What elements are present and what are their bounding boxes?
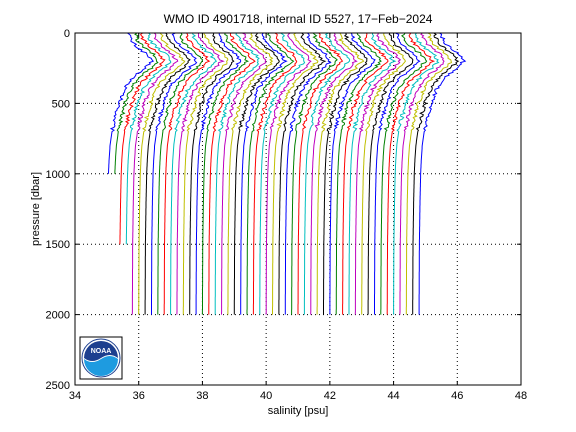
profile-line [316, 32, 365, 315]
profile-line [221, 32, 267, 315]
profile-line [291, 32, 338, 315]
profile-line [119, 32, 166, 245]
profile-line [354, 32, 402, 315]
y-tick-label: 2000 [46, 310, 70, 322]
profile-line [342, 32, 389, 315]
x-tick-label: 48 [515, 390, 527, 402]
profile-line [393, 32, 440, 315]
profile-line [170, 32, 218, 315]
x-tick-label: 42 [324, 390, 336, 402]
profile-line [151, 32, 198, 315]
profile-line [189, 33, 235, 315]
chart-title: WMO ID 4901718, internal ID 5527, 17−Feb… [164, 12, 433, 26]
profile-line [405, 32, 452, 315]
profile-line [114, 32, 159, 174]
y-tick-label: 1000 [46, 169, 70, 181]
profile-line [182, 32, 229, 315]
x-tick-label: 44 [387, 390, 399, 402]
grid-lines [75, 33, 521, 385]
profile-line [348, 33, 397, 315]
profile-line [246, 32, 295, 315]
profile-line [412, 32, 460, 315]
profile-line [335, 32, 382, 315]
plot-frame [74, 32, 522, 386]
profile-line [201, 32, 250, 315]
profile-lines [107, 32, 467, 315]
profile-line [176, 32, 225, 315]
profile-line [214, 32, 260, 315]
profile-line [310, 32, 358, 315]
x-tick-label: 40 [260, 390, 272, 402]
profile-line [374, 32, 421, 315]
x-tick-label: 38 [196, 390, 208, 402]
profile-line [386, 32, 436, 315]
noaa-logo-sky [84, 341, 118, 361]
profile-line [252, 32, 298, 315]
profile-line [284, 32, 332, 315]
profile-line [138, 32, 186, 315]
profile-line [107, 32, 155, 174]
profile-line [233, 32, 280, 315]
profile-line [240, 32, 288, 315]
profile-line [227, 32, 274, 315]
profile-line [278, 32, 327, 315]
profile-line [131, 32, 179, 315]
profile-line [380, 32, 428, 315]
profile-line [195, 32, 242, 315]
profile-line [208, 32, 256, 315]
profile-line [399, 32, 445, 315]
profile-line [297, 32, 344, 315]
x-tick-label: 36 [133, 390, 145, 402]
profile-line [265, 32, 312, 315]
profile-line [367, 32, 414, 315]
profile-line [144, 32, 191, 315]
noaa-logo-text: NOAA [91, 348, 112, 355]
profile-line [125, 32, 172, 245]
y-tick-label: 500 [52, 98, 70, 110]
y-axis-label: pressure [dbar] [30, 172, 42, 246]
profile-line [418, 32, 467, 315]
x-axis-label: salinity [psu] [268, 405, 329, 417]
noaa-logo-wave [84, 356, 118, 376]
profile-line [361, 32, 406, 315]
profile-line [259, 32, 306, 315]
profile-line [323, 32, 368, 315]
profile-line [303, 32, 351, 315]
y-tick-label: 2500 [46, 380, 70, 392]
x-tick-label: 46 [451, 390, 463, 402]
y-tick-label: 1500 [46, 239, 70, 251]
y-tick-label: 0 [64, 28, 70, 40]
x-tick-label: 34 [69, 390, 81, 402]
profile-line [157, 32, 204, 315]
axis-ticks: 34 36 38 40 42 44 46 48 0 500 1000 1500 2000 2500 [46, 28, 528, 402]
profile-line [272, 32, 319, 315]
profile-line [163, 32, 211, 315]
profile-line [329, 32, 376, 315]
noaa-logo: NOAA [79, 336, 123, 380]
